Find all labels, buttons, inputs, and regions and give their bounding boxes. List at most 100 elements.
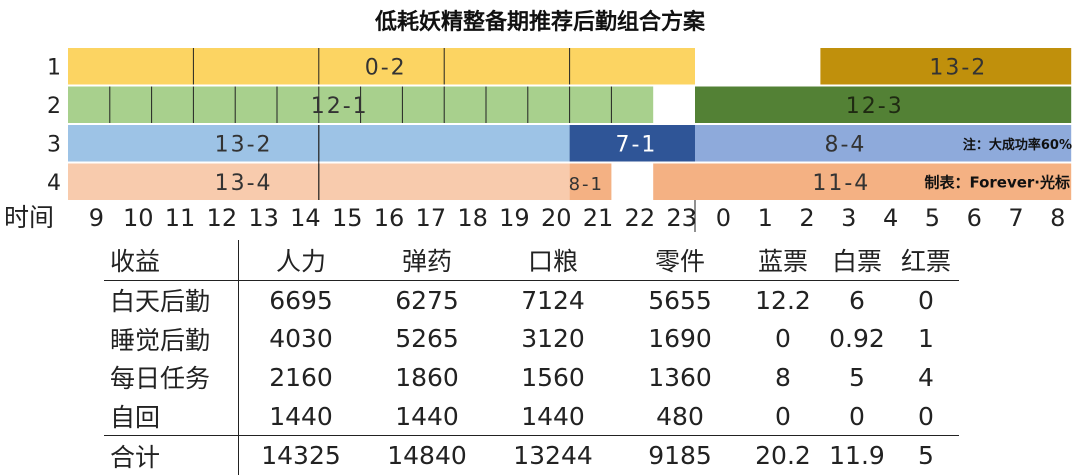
column-header: 口粮 bbox=[491, 240, 615, 281]
bar-label: 7-1 bbox=[616, 132, 658, 157]
hour-tick-label: 9 bbox=[89, 204, 104, 232]
table-body: 白天后勤 6695 6275 7124 5655 12.2 6 0 睡觉后勤 4030 5265 31… bbox=[104, 280, 959, 475]
axis-label: 时间 bbox=[4, 203, 54, 232]
bar-label: 8-1 bbox=[569, 174, 604, 195]
table-cell: 14840 bbox=[363, 435, 491, 475]
table-cell: 1860 bbox=[395, 362, 459, 392]
gantt-bar bbox=[820, 48, 1072, 85]
hour-tick-label: 11 bbox=[165, 204, 196, 232]
hour-tick-label: 4 bbox=[883, 204, 898, 232]
table-cell: 14325 bbox=[238, 435, 363, 475]
table-cell: 0 bbox=[775, 401, 791, 431]
table-cell: 2160 bbox=[269, 362, 333, 392]
column-header: 白票 bbox=[821, 240, 893, 281]
hour-tick-label: 1 bbox=[758, 204, 773, 232]
note-author: 制表：Forever·光标 bbox=[924, 174, 1070, 192]
table-cell: 12.2 bbox=[755, 285, 811, 315]
column-header: 人力 bbox=[238, 240, 363, 281]
row-header-cell: 自回 bbox=[104, 396, 239, 436]
hour-tick-label: 6 bbox=[967, 204, 982, 232]
row-label: 4 bbox=[47, 171, 61, 196]
table-cell: 1690 bbox=[648, 324, 712, 354]
gantt-bar bbox=[68, 48, 695, 85]
row-label: 3 bbox=[47, 132, 61, 157]
hour-tick-label: 18 bbox=[457, 204, 488, 232]
table-cell: 6695 bbox=[269, 285, 333, 315]
table-cell: 3120 bbox=[521, 324, 585, 354]
table-cell: 1440 bbox=[521, 401, 585, 431]
table-cell: 6 bbox=[849, 285, 865, 315]
table-header-row: 收益 人力 弹药 口粮 零件 蓝票 白票 红票 bbox=[104, 240, 959, 281]
gantt-bar bbox=[569, 125, 695, 162]
gantt-bar bbox=[695, 86, 1072, 123]
bar-label: 13-2 bbox=[215, 132, 273, 157]
row-label: 2 bbox=[47, 94, 61, 119]
income-table-wrapper: 收益 人力 弹药 口粮 零件 蓝票 白票 红票 白天后勤 6695 6275 7124 5655 12.… bbox=[104, 240, 959, 475]
bar-label: 13-2 bbox=[929, 55, 987, 80]
row-header-cell: 睡觉后勤 bbox=[104, 319, 239, 359]
chart-title: 低耗妖精整备期推荐后勤组合方案 bbox=[374, 10, 705, 35]
gantt-bar bbox=[695, 125, 1072, 162]
table-cell: 8 bbox=[775, 362, 791, 392]
table-row: 自回 1440 1440 1440 480 0 0 0 bbox=[104, 396, 959, 436]
hour-tick-label: 3 bbox=[841, 204, 856, 232]
column-header: 弹药 bbox=[363, 240, 491, 281]
hour-tick-label: 5 bbox=[925, 204, 940, 232]
table-row: 合计 14325 14840 13244 9185 20.2 11.9 5 bbox=[104, 435, 959, 475]
column-header: 收益 bbox=[104, 240, 239, 281]
table-cell: 0 bbox=[849, 401, 865, 431]
table-cell: 11.9 bbox=[821, 435, 893, 475]
hour-tick-label: 0 bbox=[716, 204, 731, 232]
logistics-gantt-chart: 1 0-2 13-2 2 12-1 12-3 3 13-2 7-1 8-4 4 13-4 8-1 11-4… bbox=[4, 48, 1072, 232]
column-header: 红票 bbox=[893, 240, 959, 281]
table-cell: 1440 bbox=[395, 401, 459, 431]
hour-tick-label: 23 bbox=[666, 204, 697, 232]
column-header: 零件 bbox=[615, 240, 745, 281]
hour-tick-label: 16 bbox=[374, 204, 405, 232]
table-cell: 0 bbox=[918, 401, 934, 431]
table-cell: 13244 bbox=[491, 435, 615, 475]
bar-label: 0-2 bbox=[365, 55, 407, 80]
table-row: 每日任务 2160 1860 1560 1360 8 5 4 bbox=[104, 358, 959, 397]
hour-tick-label: 8 bbox=[1050, 204, 1065, 232]
table-cell: 5 bbox=[849, 362, 865, 392]
gantt-bar bbox=[653, 163, 1072, 200]
table-cell: 7124 bbox=[521, 285, 585, 315]
table-cell: 1560 bbox=[521, 362, 585, 392]
hour-tick-label: 7 bbox=[1008, 204, 1023, 232]
table-cell: 20.2 bbox=[745, 435, 821, 475]
bar-label: 13-4 bbox=[215, 171, 273, 196]
table-cell: 4 bbox=[918, 362, 934, 392]
hour-tick-label: 2 bbox=[799, 204, 814, 232]
hour-tick-label: 14 bbox=[290, 204, 321, 232]
row-header-cell: 白天后勤 bbox=[104, 280, 239, 320]
table-cell: 5265 bbox=[395, 324, 459, 354]
hour-tick-label: 10 bbox=[123, 204, 154, 232]
gantt-bar bbox=[569, 163, 612, 200]
row-header-cell: 每日任务 bbox=[104, 358, 239, 397]
hour-tick-label: 12 bbox=[207, 204, 238, 232]
table-row: 白天后勤 6695 6275 7124 5655 12.2 6 0 bbox=[104, 280, 959, 320]
table-row: 睡觉后勤 4030 5265 3120 1690 0 0.92 1 bbox=[104, 319, 959, 359]
table-cell: 1440 bbox=[269, 401, 333, 431]
hour-tick-label: 22 bbox=[625, 204, 656, 232]
hour-tick-label: 21 bbox=[583, 204, 614, 232]
note-success-rate: 注：大成功率60% bbox=[963, 137, 1072, 153]
bar-label: 11-4 bbox=[812, 171, 870, 196]
row-header-cell: 合计 bbox=[104, 435, 239, 475]
table-cell: 9185 bbox=[615, 435, 745, 475]
bar-label: 8-4 bbox=[825, 132, 867, 157]
bar-label: 12-3 bbox=[846, 94, 904, 119]
hour-tick-label: 13 bbox=[248, 204, 279, 232]
row-label: 1 bbox=[47, 55, 61, 80]
table-cell: 0 bbox=[918, 285, 934, 315]
table-cell: 1 bbox=[918, 324, 934, 354]
hour-tick-label: 17 bbox=[416, 204, 447, 232]
table-cell: 5 bbox=[893, 435, 959, 475]
table-cell: 0.92 bbox=[829, 324, 885, 354]
table-cell: 480 bbox=[656, 401, 704, 431]
table-cell: 5655 bbox=[648, 285, 712, 315]
hour-tick-label: 15 bbox=[332, 204, 363, 232]
bar-label: 12-1 bbox=[311, 94, 369, 119]
income-table: 收益 人力 弹药 口粮 零件 蓝票 白票 红票 白天后勤 6695 6275 7124 5655 12.… bbox=[104, 240, 959, 475]
